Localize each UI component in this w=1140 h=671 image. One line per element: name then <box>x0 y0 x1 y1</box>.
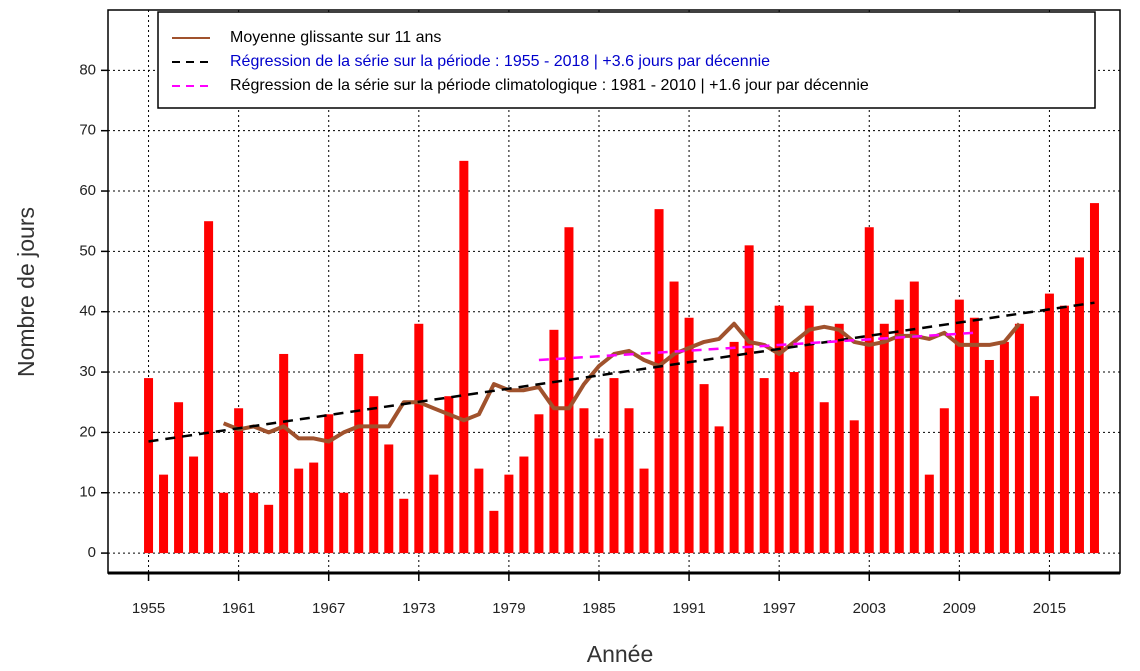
bar <box>459 160 469 554</box>
bar <box>324 414 334 554</box>
legend-text: Régression de la série sur la période cl… <box>230 77 869 94</box>
bar <box>1074 257 1084 554</box>
bar <box>354 353 364 554</box>
y-tick-label: 20 <box>79 423 96 440</box>
bar <box>384 444 394 554</box>
y-axis-title: Nombre de jours <box>13 207 39 377</box>
bar <box>924 474 934 554</box>
bar <box>429 474 439 554</box>
bar <box>1029 396 1039 554</box>
bar <box>969 317 979 554</box>
bar <box>984 359 994 554</box>
bar <box>774 305 784 554</box>
x-tick-label: 1973 <box>402 600 435 617</box>
bar <box>699 384 709 554</box>
bar <box>144 378 154 554</box>
bar <box>819 402 829 554</box>
bar <box>174 402 184 554</box>
bar <box>789 372 799 554</box>
bar <box>474 468 484 554</box>
bar <box>864 227 874 554</box>
legend-text: Moyenne glissante sur 11 ans <box>230 29 441 46</box>
y-tick-label: 80 <box>79 61 96 78</box>
bar <box>504 474 514 554</box>
x-tick-label: 1997 <box>762 600 795 617</box>
series-line <box>538 331 975 362</box>
bar <box>1014 323 1024 554</box>
bar <box>594 438 604 554</box>
bar <box>744 245 754 554</box>
bar <box>534 414 544 554</box>
series-line <box>148 301 1095 443</box>
bar <box>1059 305 1069 554</box>
bar <box>1044 293 1054 554</box>
y-tick-label: 50 <box>79 242 96 259</box>
y-tick-label: 40 <box>79 303 96 320</box>
bar <box>309 462 319 554</box>
y-tick-label: 10 <box>79 484 96 501</box>
bar <box>579 408 589 554</box>
bar <box>549 329 559 554</box>
bar <box>519 456 529 554</box>
bar <box>894 299 904 554</box>
bar <box>339 492 349 554</box>
bar <box>609 378 619 554</box>
bar <box>399 498 409 554</box>
y-tick-label: 30 <box>79 363 96 380</box>
bar <box>939 408 949 554</box>
x-tick-label: 1967 <box>312 600 345 617</box>
bar <box>294 468 304 554</box>
bar <box>954 299 964 554</box>
bar <box>279 353 289 554</box>
x-tick-label: 2009 <box>943 600 976 617</box>
legend: Moyenne glissante sur 11 ans Régression d… <box>157 11 1096 109</box>
bar <box>834 323 844 554</box>
y-tick-label: 0 <box>88 544 96 561</box>
bar <box>159 474 169 554</box>
x-tick-label: 1991 <box>672 600 705 617</box>
bar <box>1089 203 1099 554</box>
bar <box>639 468 649 554</box>
bar <box>879 323 889 554</box>
bar <box>714 426 724 554</box>
x-tick-label: 1955 <box>132 600 165 617</box>
bar <box>999 341 1009 554</box>
legend-text: Régression de la série sur la période : … <box>230 53 770 70</box>
y-tick-label: 70 <box>79 122 96 139</box>
x-tick-label: 1961 <box>222 600 255 617</box>
bar <box>204 221 214 554</box>
bar <box>759 378 769 554</box>
series-line <box>222 321 1021 444</box>
bar <box>249 492 259 554</box>
bar <box>234 408 244 554</box>
bar <box>669 281 679 554</box>
x-tick-label: 2003 <box>853 600 886 617</box>
bar <box>489 510 499 554</box>
x-tick-label: 2015 <box>1033 600 1066 617</box>
bar <box>414 323 424 554</box>
x-tick-label: 1979 <box>492 600 525 617</box>
x-tick-label: 1985 <box>582 600 615 617</box>
legend-box <box>157 11 1096 109</box>
bar <box>624 408 634 554</box>
y-tick-label: 60 <box>79 182 96 199</box>
x-axis-title: Année <box>587 641 654 667</box>
bar <box>189 456 199 554</box>
bar <box>729 341 739 554</box>
bar <box>444 396 454 554</box>
bar <box>849 420 859 554</box>
bar <box>219 492 229 554</box>
bar <box>369 396 379 554</box>
bar <box>684 317 694 554</box>
bar <box>564 227 574 554</box>
bar <box>909 281 919 554</box>
bar <box>654 209 664 554</box>
bar <box>264 504 274 554</box>
bar <box>804 305 814 554</box>
